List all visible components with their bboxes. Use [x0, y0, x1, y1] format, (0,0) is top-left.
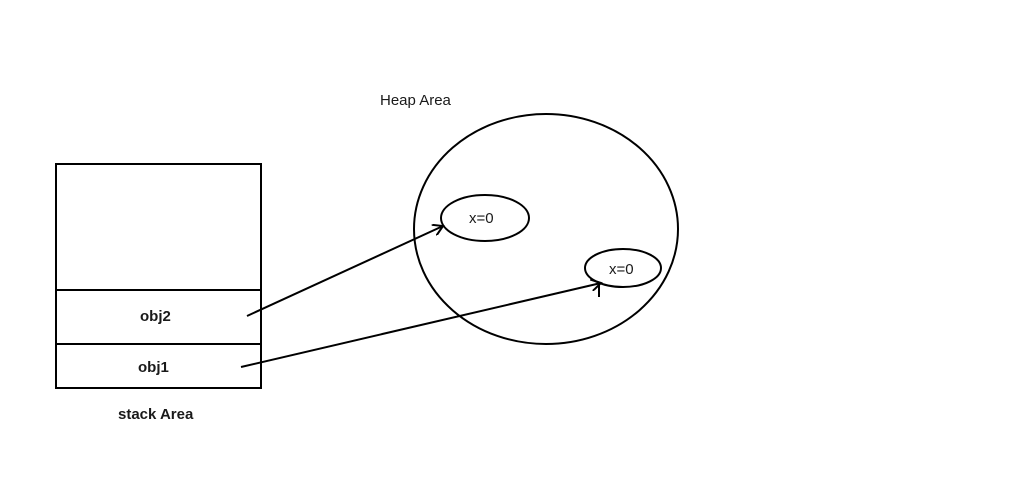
heap-object-2 [584, 248, 662, 288]
heap-object-2-label: x=0 [609, 261, 634, 278]
stack-cell-obj2-label: obj2 [140, 308, 171, 325]
heap-area-title: Heap Area [380, 92, 452, 109]
heap-object-1-label: x=0 [469, 210, 494, 227]
heap-object-1 [440, 194, 530, 242]
stack-area-box [55, 163, 262, 389]
reference-arrow-obj2 [246, 226, 443, 317]
stack-area-title: stack Area [118, 406, 194, 423]
reference-arrow-obj1 [240, 283, 601, 368]
stack-cell-obj1-label: obj1 [138, 359, 169, 376]
heap-area-circle [413, 113, 679, 345]
